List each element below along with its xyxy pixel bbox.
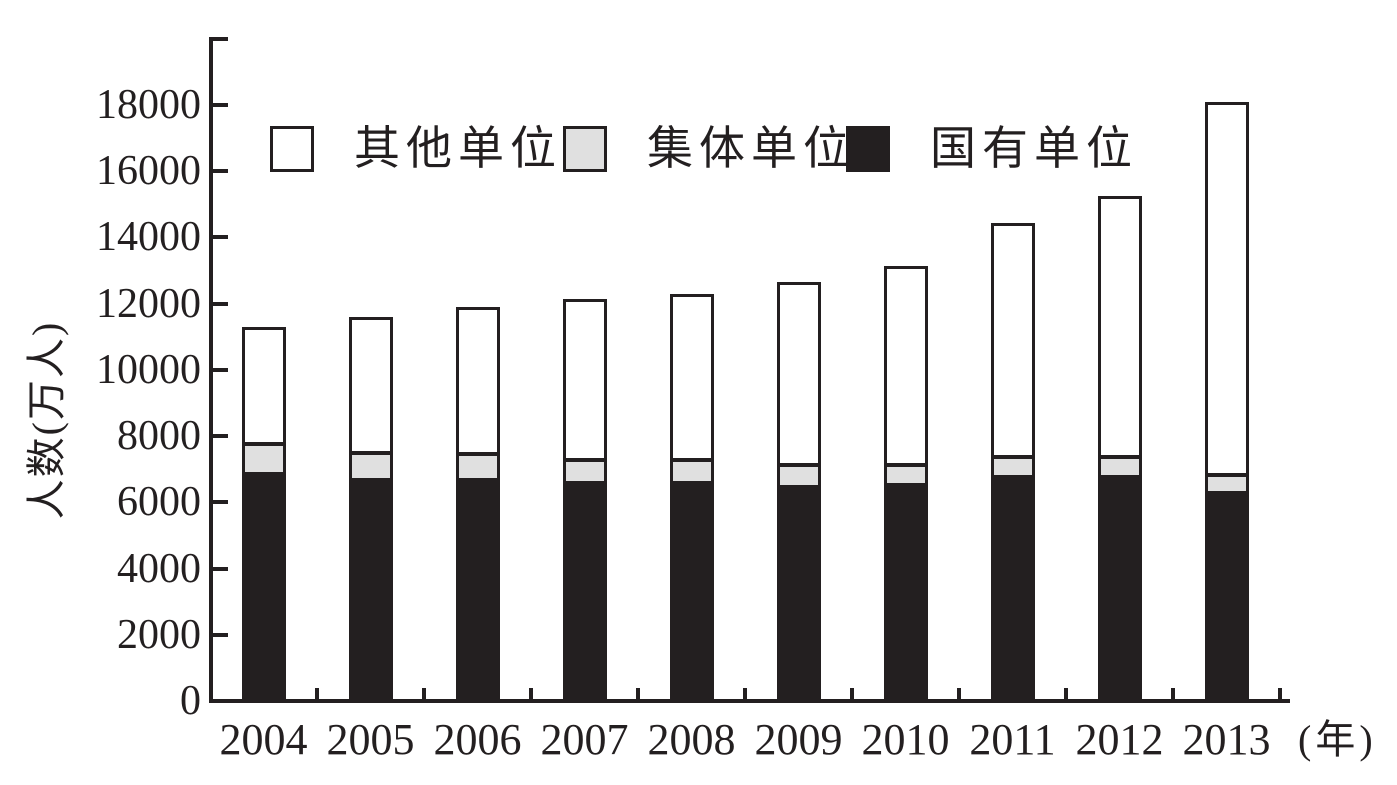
x-tick <box>315 688 319 701</box>
y-tick <box>213 632 228 637</box>
bar-2004-collective <box>241 442 286 475</box>
x-tick <box>636 688 640 701</box>
y-axis-line <box>209 37 213 703</box>
y-axis-top-tick <box>213 37 228 41</box>
y-tick-label: 4000 <box>117 545 201 592</box>
x-tick <box>422 688 426 701</box>
bar-2011-collective <box>990 455 1035 478</box>
bar-2008-other <box>669 293 714 462</box>
bar-2006-collective <box>455 453 500 482</box>
bar-2008-state-owned <box>669 482 714 703</box>
y-tick-label: 14000 <box>96 214 201 261</box>
y-axis-title: 人数(万人) <box>24 320 69 520</box>
y-tick <box>213 367 228 372</box>
y-tick-label: 2000 <box>117 611 201 658</box>
x-tick-label: 2010 <box>861 715 950 764</box>
legend-label-state-owned: 国有单位 <box>930 123 1138 174</box>
x-tick-label: 2007 <box>540 715 629 764</box>
y-tick-label: 16000 <box>96 148 201 195</box>
y-tick <box>213 566 228 571</box>
x-tick <box>1278 688 1282 701</box>
bar-2012-other <box>1097 196 1142 458</box>
y-tick <box>213 434 228 439</box>
bar-2013-other <box>1204 101 1249 476</box>
bar-2006-state-owned <box>455 479 500 703</box>
bar-2004-state-owned <box>241 472 286 703</box>
x-tick-label: 2004 <box>219 715 308 764</box>
x-tick-label: 2013 <box>1182 715 1271 764</box>
bar-2011-state-owned <box>990 475 1035 703</box>
y-tick-label: 12000 <box>96 280 201 327</box>
bar-2012-state-owned <box>1097 475 1142 703</box>
bar-2006-other <box>455 306 500 456</box>
y-tick <box>213 301 228 306</box>
y-tick <box>213 169 228 174</box>
bar-2008-collective <box>669 459 714 485</box>
bar-2013-state-owned <box>1204 492 1249 703</box>
x-tick <box>957 688 961 701</box>
x-tick <box>529 688 533 701</box>
x-tick <box>743 688 747 701</box>
y-tick-label: 10000 <box>96 346 201 393</box>
y-tick-label: 18000 <box>96 82 201 128</box>
x-axis-line <box>209 699 1290 703</box>
legend-swatch-state-owned <box>846 126 890 172</box>
y-tick <box>213 699 228 703</box>
y-tick <box>213 500 228 505</box>
bar-2009-other <box>776 282 821 467</box>
legend-label-other: 其他单位 <box>354 123 562 174</box>
bar-2009-collective <box>776 464 821 488</box>
y-tick-label: 6000 <box>117 479 201 526</box>
bar-2013-collective <box>1204 473 1249 495</box>
x-axis-unit-label: (年) <box>1298 717 1377 762</box>
x-tick-label: 2006 <box>433 715 522 764</box>
bar-2007-other <box>562 298 607 461</box>
bar-2010-collective <box>883 463 928 487</box>
y-tick <box>213 235 228 240</box>
bar-2010-state-owned <box>883 484 928 703</box>
bar-2007-collective <box>562 458 607 485</box>
bar-2005-other <box>348 316 393 454</box>
legend-swatch-other <box>270 126 314 172</box>
bar-2005-collective <box>348 451 393 482</box>
x-tick-label: 2005 <box>326 715 415 764</box>
x-tick-label: 2011 <box>969 715 1056 764</box>
legend-swatch-collective <box>563 126 607 172</box>
bar-2010-other <box>883 265 928 466</box>
bar-2004-other <box>241 326 286 445</box>
y-tick-label: 0 <box>180 678 201 724</box>
y-tick-label: 8000 <box>117 413 201 460</box>
y-tick <box>213 103 228 107</box>
legend-label-collective: 集体单位 <box>647 123 855 174</box>
x-tick <box>1171 688 1175 701</box>
bar-2009-state-owned <box>776 485 821 703</box>
bar-2005-state-owned <box>348 479 393 703</box>
bar-2007-state-owned <box>562 482 607 703</box>
x-tick-label: 2008 <box>647 715 736 764</box>
x-tick-label: 2009 <box>754 715 843 764</box>
bar-2011-other <box>990 222 1035 458</box>
x-tick <box>1064 688 1068 701</box>
x-tick-label: 2012 <box>1075 715 1164 764</box>
bar-2012-collective <box>1097 455 1142 478</box>
x-tick <box>850 688 854 701</box>
